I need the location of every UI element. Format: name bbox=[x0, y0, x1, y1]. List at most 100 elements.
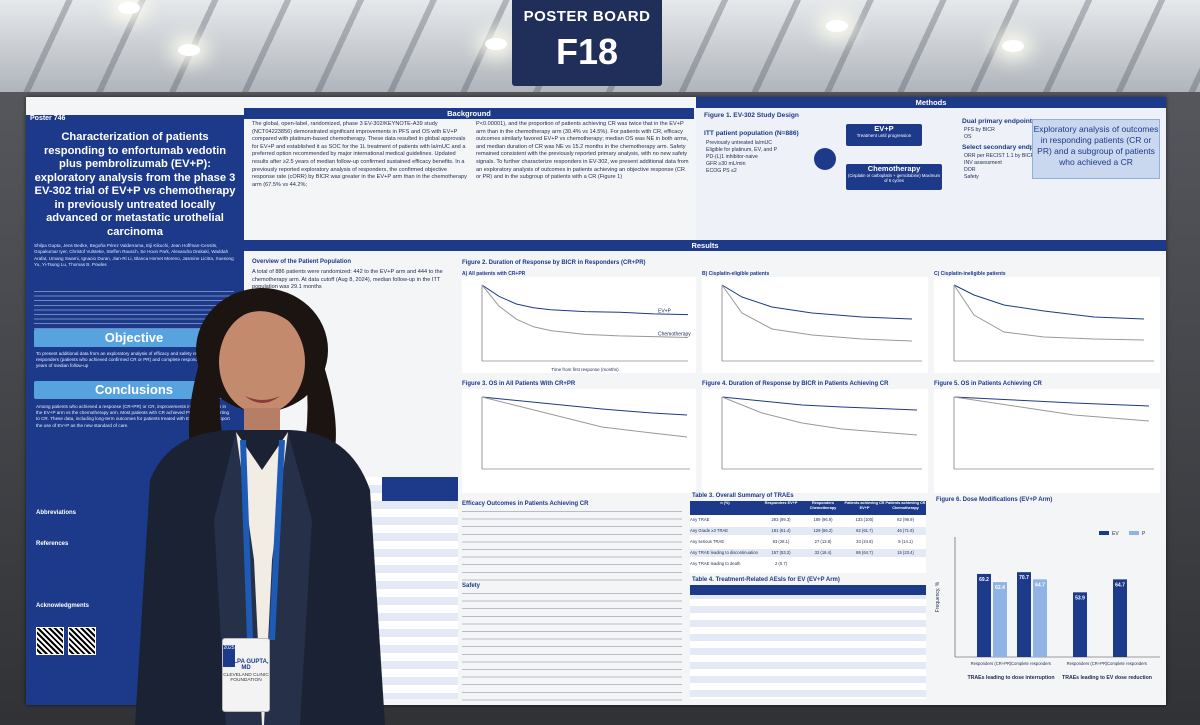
randomization-icon bbox=[814, 148, 836, 170]
arm-chemotherapy: Chemotherapy (Cisplatin or carboplatin +… bbox=[846, 164, 942, 190]
category-label: Responders (CR+PR) bbox=[1067, 661, 1108, 666]
poster-title: Characterization of patients responding … bbox=[34, 131, 236, 238]
legend-swatch bbox=[1099, 531, 1109, 535]
legend-entry: EV bbox=[1112, 531, 1119, 537]
abbreviations-header: Abbreviations bbox=[36, 510, 77, 516]
table3-cell: 27 (13.8) bbox=[802, 538, 844, 546]
table3-cell: Any TRAE leading to discontinuation bbox=[690, 549, 760, 557]
legend-swatch bbox=[1129, 531, 1139, 535]
km-plot-os-cr-pr bbox=[462, 389, 696, 493]
bar-value-label: 69.2 bbox=[979, 577, 989, 583]
figure2-title: Figure 2. Duration of Response by BICR i… bbox=[462, 260, 646, 266]
table3-header-cell: Patients achieving CR Chemotherapy bbox=[885, 501, 926, 515]
table3-cell: 293 (99.3) bbox=[760, 516, 802, 524]
bar-value-label: 70.7 bbox=[1019, 575, 1029, 581]
table3-header-cell: n (%) bbox=[690, 501, 760, 515]
objective-header: Objective bbox=[34, 329, 234, 347]
km-plot-dor-cr bbox=[702, 389, 928, 493]
poster-board-sign: POSTER BOARD F18 bbox=[512, 0, 662, 86]
table3-header-cell: Responders EV+P bbox=[760, 501, 802, 515]
bar-chart-dose-modifications: Frequency, % 69.2 62.4 Responders (CR+PR) 70… bbox=[935, 531, 1160, 681]
itt-label: ITT patient population (N=886) bbox=[704, 130, 799, 137]
category-label: Complete responders bbox=[1107, 661, 1147, 666]
arm1-sub: Treatment until progression bbox=[856, 133, 912, 138]
background-text-col1: The global, open-label, randomized, phas… bbox=[252, 121, 467, 188]
ceiling-light bbox=[1002, 40, 1024, 52]
table3: n (%) Responders EV+P Responders Chemother… bbox=[690, 501, 926, 573]
qr-code-icon bbox=[36, 627, 64, 655]
background-text-col2: P<0.00001), and the proportion of patien… bbox=[476, 121, 689, 181]
figure5-title: Figure 5. OS in Patients Achieving CR bbox=[934, 381, 1042, 387]
series-label: Chemotherapy bbox=[658, 331, 691, 337]
table3-cell: 2 (0.7) bbox=[760, 560, 802, 568]
table3-cell: 181 (61.4) bbox=[760, 527, 802, 535]
primary-endpoints-label: Dual primary endpoints bbox=[962, 118, 1036, 125]
table3-cell: 15 (23.4) bbox=[885, 549, 926, 557]
bar-p bbox=[993, 582, 1007, 657]
figure2c-label: C) Cisplatin-ineligible patients bbox=[934, 271, 1006, 277]
km-series-line bbox=[481, 284, 689, 338]
efficacy-cr-text bbox=[462, 511, 682, 581]
ceiling-light bbox=[118, 2, 140, 14]
background-header: Background bbox=[244, 108, 694, 119]
bar-p bbox=[1033, 579, 1047, 657]
table3-cell: 129 (66.2) bbox=[802, 527, 844, 535]
figure1-title: Figure 1. EV-302 Study Design bbox=[704, 112, 799, 119]
arm2-sub: (Cisplatin or carboplatin + gemcitabine)… bbox=[847, 173, 941, 183]
table3-cell: 9 (14.1) bbox=[885, 538, 926, 546]
bar-value-label: 53.9 bbox=[1075, 595, 1085, 601]
table4 bbox=[690, 585, 926, 699]
table3-cell: 83 (28.1) bbox=[760, 538, 802, 546]
figure3-title: Figure 3. OS in All Patients With CR+PR bbox=[462, 381, 576, 387]
ceiling-light bbox=[178, 44, 200, 56]
arm-ev-p: EV+P Treatment until progression bbox=[846, 124, 922, 146]
itt-item: GFR ≥30 mL/min bbox=[706, 161, 746, 167]
sign-line1: POSTER BOARD bbox=[523, 8, 651, 25]
bar-ev bbox=[1113, 579, 1127, 657]
ceiling-light bbox=[826, 20, 848, 32]
km-plot-dor-cis-eligible bbox=[702, 277, 928, 373]
bar-ev bbox=[1017, 572, 1031, 657]
badge-organization: CLEVELAND CLINIC FOUNDATION bbox=[223, 673, 269, 683]
table3-cell: 86 (64.7) bbox=[844, 549, 885, 557]
table3-cell: Any serious TRAE bbox=[690, 538, 760, 546]
acknowledgments-header: Acknowledgments bbox=[36, 603, 90, 609]
secondary-endpoints-label: Select secondary endpoints bbox=[962, 144, 1050, 151]
figure2b-label: B) Cisplatin-eligible patients bbox=[702, 271, 770, 277]
km-plot-dor-all: EV+P Chemotherapy Time from first response… bbox=[462, 277, 696, 373]
patient-characteristics-table bbox=[252, 477, 458, 699]
category-label: Responders (CR+PR) bbox=[971, 661, 1012, 666]
table3-cell: 157 (53.2) bbox=[760, 549, 802, 557]
primary-endpoint: OS bbox=[964, 134, 972, 140]
conclusions-text: Among patients who achieved a response (… bbox=[36, 404, 230, 428]
table3-cell: Any TRAE leading to death bbox=[690, 560, 760, 568]
table3-header-cell: Patients achieving CR EV+P bbox=[844, 501, 885, 515]
group-label: TRAEs leading to EV dose reduction bbox=[1062, 675, 1152, 681]
results-header: Results bbox=[244, 240, 1166, 251]
table3-cell bbox=[885, 560, 926, 568]
x-axis-label: Time from first response (months) bbox=[551, 367, 619, 372]
itt-item: Previously untreated la/mUC bbox=[706, 140, 773, 146]
itt-item: PD-(L)1 inhibitor-naive bbox=[706, 154, 758, 160]
table3-header-cell: Responders Chemotherapy bbox=[802, 501, 844, 515]
badge-name: SHILPA GUPTA, MD bbox=[223, 659, 269, 671]
table3-cell: 46 (71.9) bbox=[885, 527, 926, 535]
exploratory-analysis-box: Exploratory analysis of outcomes in resp… bbox=[1032, 119, 1160, 179]
km-plot-dor-cis-ineligible bbox=[934, 277, 1160, 373]
figure4-title: Figure 4. Duration of Response by BICR i… bbox=[702, 381, 889, 387]
table3-cell: 32 (16.4) bbox=[802, 549, 844, 557]
table3-cell: 82 (61.7) bbox=[844, 527, 885, 535]
overview-title: Overview of the Patient Population bbox=[252, 259, 352, 265]
figure2a-label: A) All patients with CR+PR bbox=[462, 271, 526, 277]
itt-item: ECOG PS ≤2 bbox=[706, 168, 737, 174]
badge-year: 2025 bbox=[223, 645, 235, 667]
itt-item: Eligible for platinum, EV, and P bbox=[706, 147, 778, 153]
secondary-endpoint: Safety bbox=[964, 174, 979, 180]
methods-header: Methods bbox=[696, 97, 1166, 108]
primary-endpoint: PFS by BICR bbox=[964, 127, 995, 133]
safety-title: Safety bbox=[462, 583, 481, 589]
table3-cell: 33 (24.8) bbox=[844, 538, 885, 546]
bar-value-label: 64.7 bbox=[1035, 582, 1045, 588]
secondary-endpoint: ORR per RECIST 1.1 by BICR and INV asses… bbox=[964, 153, 1045, 166]
